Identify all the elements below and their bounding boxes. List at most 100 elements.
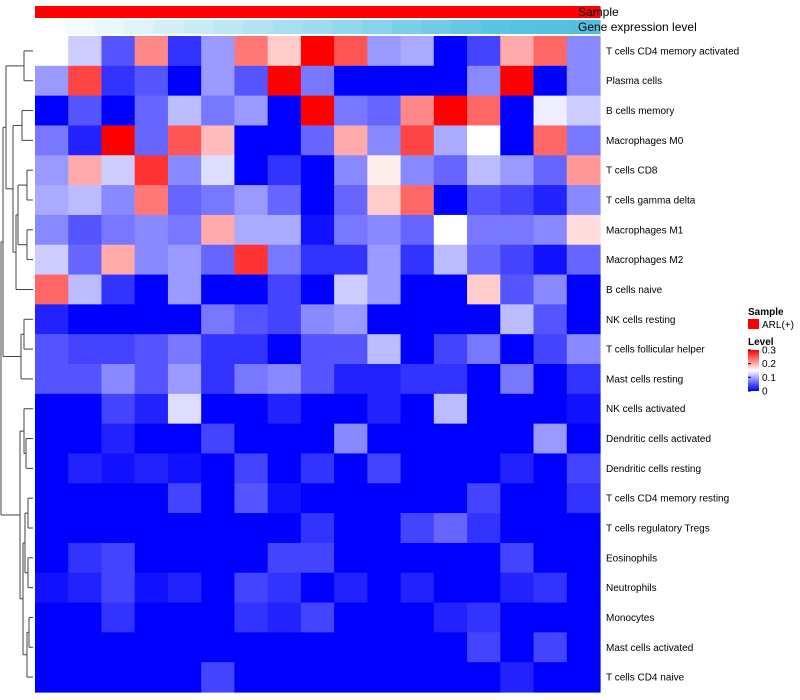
heatmap-cell: [400, 125, 435, 156]
heatmap-cell: [334, 602, 368, 633]
heatmap-cell: [267, 65, 302, 97]
heatmap-cell: [400, 572, 435, 604]
heatmap-cell: [234, 364, 269, 395]
heatmap-cell: [400, 513, 435, 544]
heatmap-cell: [367, 542, 402, 574]
heatmap-cell: [500, 214, 535, 246]
heatmap-cell: [500, 632, 535, 663]
heatmap-cell: [334, 453, 368, 484]
heatmap-cell: [334, 513, 368, 544]
heatmap-cell: [68, 125, 103, 156]
legend-level-title: Level: [748, 337, 774, 348]
heatmap-cell: [500, 572, 535, 604]
legend-tick-label: 0.3: [762, 346, 776, 357]
row-label: T cells CD4 memory activated: [606, 46, 739, 57]
heatmap-cell: [134, 95, 169, 127]
heatmap-cell: [400, 334, 435, 365]
heatmap-cell: [267, 244, 302, 276]
heatmap-cell: [35, 185, 69, 216]
annotation-cell: [153, 6, 185, 18]
legend-sample-title: Sample: [748, 307, 784, 318]
heatmap-cell: [167, 65, 202, 97]
heatmap-cell: [467, 274, 501, 305]
heatmap-cell: [267, 334, 302, 365]
heatmap-cell: [566, 65, 601, 97]
heatmap-cell: [400, 423, 435, 455]
row-label: Macrophages M0: [606, 136, 684, 147]
heatmap-cell: [101, 513, 136, 544]
heatmap-cell: [35, 65, 69, 97]
heatmap-cell: [201, 483, 236, 514]
heatmap-cell: [101, 393, 136, 425]
heatmap-cell: [533, 602, 568, 633]
heatmap-cell: [433, 572, 468, 604]
heatmap-cell: [533, 334, 568, 365]
heatmap-cell: [234, 453, 269, 484]
annotation-cell: [451, 20, 482, 34]
heatmap-cell: [68, 662, 103, 693]
heatmap-cell: [367, 662, 402, 693]
heatmap-cell: [367, 185, 402, 216]
heatmap-cell: [367, 602, 402, 633]
heatmap-cell: [267, 274, 302, 305]
heatmap-cell: [367, 125, 402, 156]
heatmap-cell: [234, 155, 269, 186]
heatmap-cell: [467, 632, 501, 663]
heatmap-cell: [300, 155, 335, 186]
heatmap-cell: [234, 214, 269, 246]
row-label: Dendritic cells activated: [606, 434, 711, 445]
heatmap-cell: [467, 214, 501, 246]
heatmap-cell: [101, 453, 136, 484]
heatmap-cell: [201, 334, 236, 365]
heatmap-cell: [134, 36, 169, 67]
annotation-labels: Sample Gene expression level: [578, 5, 697, 34]
heatmap-cell: [201, 125, 236, 156]
heatmap-cell: [201, 393, 236, 425]
annotation-cell: [332, 20, 363, 34]
heatmap-cell: [35, 393, 69, 425]
heatmap-cell: [167, 214, 202, 246]
heatmap-cell: [167, 453, 202, 484]
heatmap-cell: [433, 95, 468, 127]
heatmap-cell: [400, 155, 435, 186]
heatmap-cell: [201, 364, 236, 395]
heatmap-cell: [68, 304, 103, 335]
heatmap-cell: [234, 513, 269, 544]
heatmap-cell: [267, 572, 302, 604]
heatmap-cell: [35, 125, 69, 156]
heatmap-cell: [68, 483, 103, 514]
legend: Sample ARL(+) Level 0.3 0.2 0.1 0: [748, 307, 794, 398]
heatmap-cell: [134, 244, 169, 276]
legend-tick-label: 0.1: [762, 373, 776, 384]
heatmap-cell: [433, 334, 468, 365]
annotation-cell: [94, 6, 125, 18]
heatmap-cell: [566, 483, 601, 514]
heatmap-cell: [367, 572, 402, 604]
annotation-label-sample: Sample: [578, 5, 619, 19]
heatmap-cell: [367, 483, 402, 514]
heatmap-cell: [234, 304, 269, 335]
heatmap-cell: [566, 125, 601, 156]
heatmap-cell: [500, 364, 535, 395]
heatmap-cell: [35, 632, 69, 663]
annotation-cell: [272, 20, 304, 34]
heatmap-cell: [334, 423, 368, 455]
heatmap-cell: [267, 513, 302, 544]
heatmap-cell: [234, 423, 269, 455]
heatmap-cell: [68, 513, 103, 544]
row-label: T cells regulatory Tregs: [606, 524, 710, 535]
heatmap-cell: [68, 423, 103, 455]
heatmap-cell: [300, 364, 335, 395]
heatmap-cell: [467, 364, 501, 395]
heatmap-cell: [500, 185, 535, 216]
heatmap-cell: [400, 36, 435, 67]
heatmap-cell: [467, 65, 501, 97]
heatmap-cell: [167, 513, 202, 544]
heatmap-cell: [267, 214, 302, 246]
heatmap-cell: [201, 632, 236, 663]
heatmap-cell: [533, 36, 568, 67]
heatmap-cell: [300, 95, 335, 127]
heatmap-cell: [367, 155, 402, 186]
heatmap-cell: [367, 334, 402, 365]
